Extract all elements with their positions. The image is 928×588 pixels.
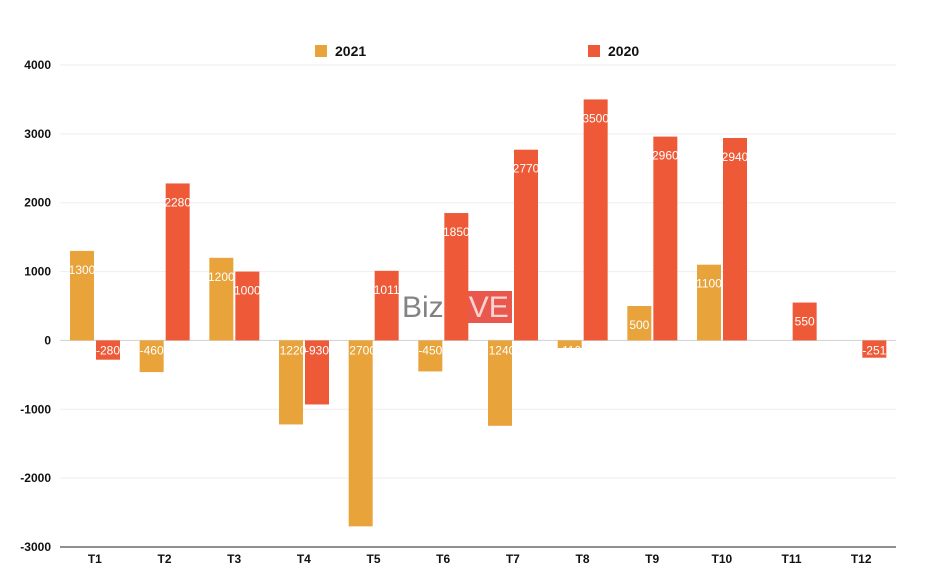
y-tick-label: 1000 <box>24 265 51 279</box>
data-label: 2940 <box>722 150 749 164</box>
data-label: 1000 <box>234 284 261 298</box>
legend-label-2020: 2020 <box>608 43 639 59</box>
data-label: 1011 <box>374 283 400 297</box>
data-label: 1200 <box>208 270 235 284</box>
x-tick-label: T4 <box>297 552 311 566</box>
data-label: -280 <box>96 343 120 357</box>
data-label: -930 <box>305 343 329 357</box>
grid-lines <box>60 64 896 479</box>
bar-2020-T4 <box>305 340 329 405</box>
data-label: -1220 <box>276 343 307 357</box>
data-label: -251 <box>862 343 886 357</box>
y-tick-label: 0 <box>44 333 51 347</box>
legend-swatch-2020 <box>588 45 600 57</box>
y-tick-label: -3000 <box>20 540 51 554</box>
bar-2021-T4 <box>279 340 303 425</box>
bar-2021-T3 <box>209 257 234 341</box>
bar-2021-T5 <box>348 340 373 527</box>
bar-2021-T6 <box>418 340 443 372</box>
bar-2021-T8 <box>557 340 582 349</box>
data-label: 1300 <box>69 263 96 277</box>
bar-2020-T12 <box>862 340 887 358</box>
legend: 2021 2020 <box>315 43 639 59</box>
x-tick-label: T1 <box>88 552 102 566</box>
data-label: -450 <box>418 343 442 357</box>
data-labels: 1300 -460 1200 -1220 -2700 -450 -1240 -110 500 11… <box>69 111 887 357</box>
data-label: 500 <box>629 318 649 332</box>
bar-2020-T11 <box>792 302 817 341</box>
bar-2021-T9 <box>627 306 652 341</box>
bar-2021-T2 <box>139 340 164 373</box>
data-label: -110 <box>558 343 581 357</box>
bar-2020-T6 <box>444 213 469 341</box>
bar-2020-T7 <box>514 149 538 341</box>
data-label: 550 <box>795 315 815 329</box>
y-tick-label: 4000 <box>24 58 51 72</box>
bars <box>70 99 887 527</box>
data-label: -1240 <box>485 343 516 357</box>
bar-2020-T5 <box>374 270 399 341</box>
x-tick-label: T10 <box>711 552 732 566</box>
x-tick-label: T5 <box>366 552 380 566</box>
y-tick-label: 2000 <box>24 196 51 210</box>
legend-swatch-2021 <box>315 45 327 57</box>
bar-2020-T10 <box>723 137 747 341</box>
bar-2020-T9 <box>653 136 678 341</box>
y-tick-label: 3000 <box>24 127 51 141</box>
bar-2021-T7 <box>488 340 512 426</box>
axes: 4000 3000 2000 1000 0 -1000 -2000 -3000 T1 T2 T3 T4… <box>20 58 896 566</box>
bar-2020-T1 <box>96 340 120 360</box>
watermark-biz: Biz <box>402 291 444 324</box>
x-tick-label: T8 <box>575 552 589 566</box>
x-tick-label: T9 <box>645 552 659 566</box>
data-label: 2770 <box>513 162 540 176</box>
data-label: 1100 <box>696 277 722 291</box>
data-label: 2280 <box>164 195 191 209</box>
bar-2020-T3 <box>235 271 260 341</box>
data-label: -2700 <box>345 343 376 357</box>
y-tick-label: -1000 <box>20 402 51 416</box>
bar-2020-T2 <box>165 183 190 341</box>
data-label: 3500 <box>582 111 609 125</box>
data-label: 2960 <box>652 149 679 163</box>
bar-2021-T1 <box>70 250 94 341</box>
data-label: 1850 <box>443 225 470 239</box>
x-tick-label: T6 <box>436 552 450 566</box>
x-tick-label: T11 <box>781 552 801 566</box>
legend-label-2021: 2021 <box>335 43 366 59</box>
x-tick-label: T7 <box>506 552 520 566</box>
y-tick-label: -2000 <box>20 471 51 485</box>
x-tick-label: T3 <box>227 552 241 566</box>
x-tick-label: T12 <box>851 552 872 566</box>
x-tick-label: T2 <box>157 552 171 566</box>
data-label: -460 <box>140 343 164 357</box>
bar-2020-T8 <box>583 99 608 341</box>
bar-2021-T10 <box>697 264 721 341</box>
